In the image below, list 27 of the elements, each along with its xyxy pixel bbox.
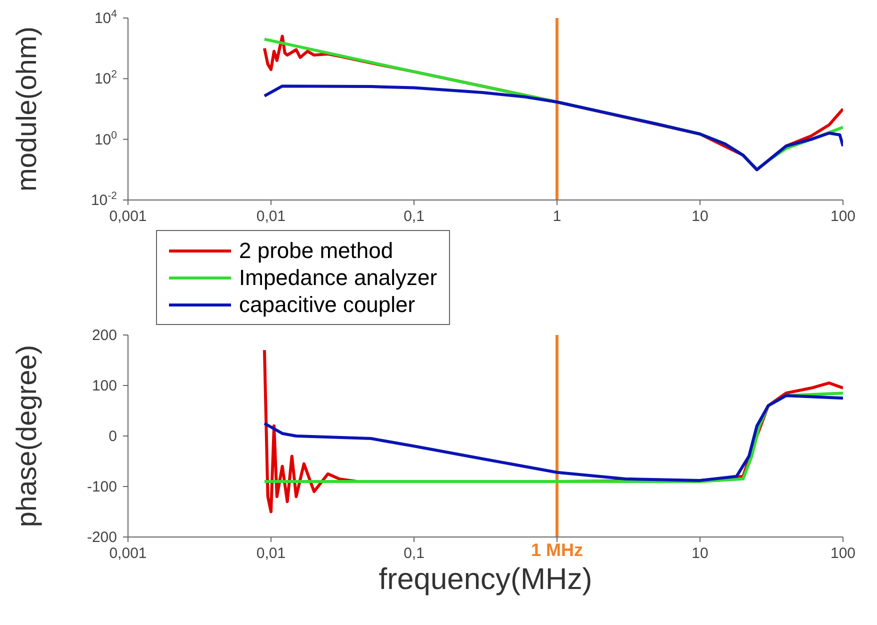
y-tick-label: 10$^{4}$	[94, 8, 118, 27]
x-tick-label: 10	[692, 208, 708, 225]
x-axis-title: frequency(MHz)	[378, 563, 592, 596]
x-tick-label: 0,1	[404, 545, 424, 562]
y-tick-label: 10$^{0}$	[94, 129, 118, 148]
x-tick-label: 100	[830, 545, 856, 562]
y-tick-label: 100	[92, 378, 117, 394]
legend-label: capacitive coupler	[239, 292, 416, 318]
x-tick-label: 10	[692, 545, 708, 562]
y-tick-label: 10$^{-2}$	[90, 190, 118, 209]
x-tick-label: 0,001	[109, 208, 147, 225]
x-tick-label: 0,001	[109, 545, 147, 562]
legend-label: 2 probe method	[239, 238, 394, 264]
ref-line-label: 1 MHz	[530, 540, 584, 560]
y-tick-label: 200	[92, 327, 117, 344]
y-tick-label: 10$^{2}$	[94, 68, 118, 88]
legend-label: Impedance analyzer	[239, 264, 438, 290]
y-axis-title: module(ohm)	[10, 26, 42, 192]
y-axis-title: phase(degree)	[10, 344, 42, 528]
y-tick-label: -200	[86, 529, 117, 546]
x-tick-label: 0,01	[256, 545, 286, 562]
x-tick-label: 100	[830, 208, 856, 225]
y-tick-label: -100	[86, 478, 117, 496]
x-tick-label: 0,01	[256, 208, 286, 225]
x-tick-label: 1	[552, 208, 562, 225]
x-tick-label: 0,1	[404, 208, 424, 225]
y-tick-label: 0	[108, 428, 117, 445]
